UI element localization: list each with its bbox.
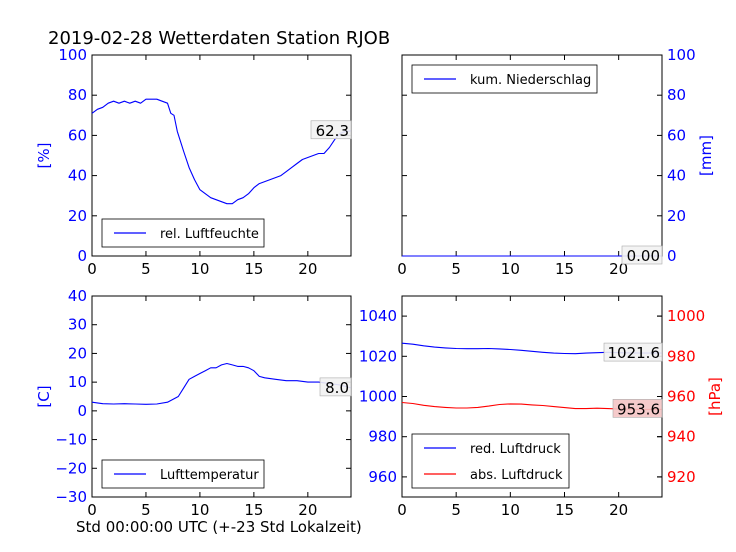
legend-box	[411, 433, 570, 489]
x-tick-label: 20	[298, 501, 317, 519]
y-tick-label: 0	[77, 247, 87, 265]
y-axis-label: [%]	[35, 143, 53, 169]
plot-frame	[91, 54, 352, 257]
y-tick-label: 80	[667, 86, 686, 104]
figure-title: 2019-02-28 Wetterdaten Station RJOB	[48, 28, 390, 49]
value-label: 8.0	[325, 379, 349, 397]
y-tick-label: 40	[68, 167, 87, 185]
y-tick-label: 0	[77, 402, 87, 420]
y-tick-label: 40	[667, 167, 686, 185]
y-tick-label: 10	[68, 373, 87, 391]
y-tick-label: 1020	[359, 347, 397, 365]
x-tick-label: 20	[609, 260, 628, 278]
panel-humidity: 0 5 10 15 20 0 20 40 60 80 100 [%] 62.3 rel. Luftfeuc…	[35, 46, 352, 278]
y-axis-label-right: [hPa]	[706, 377, 724, 416]
x-tick-label: 5	[141, 260, 151, 278]
x-tick-label: 0	[397, 260, 407, 278]
series-line	[91, 98, 352, 205]
x-tick-label: 0	[87, 260, 97, 278]
y-tick-label: 0	[667, 247, 677, 265]
value-label-box	[621, 245, 663, 265]
y-tick-label: 960	[368, 468, 397, 486]
value-label: 1021.6	[608, 344, 661, 362]
x-tick-label: 10	[190, 260, 209, 278]
series-line	[91, 362, 352, 405]
y-tick-label: 40	[68, 287, 87, 305]
y-tick-label: −10	[55, 431, 87, 449]
x-tick-label: 20	[609, 501, 628, 519]
y-tick-label-right: 960	[667, 388, 696, 406]
y-tick-label: −30	[55, 488, 87, 506]
x-tick-label: 15	[244, 501, 263, 519]
y-tick-label: 80	[68, 86, 87, 104]
panel-precipitation: 0 5 10 15 20 0 20 40 60 80 100 [mm] 0.00 kum. Nieders…	[397, 46, 715, 278]
y-axis-label: [mm]	[697, 135, 715, 176]
x-tick-label: 15	[555, 260, 574, 278]
legend-label: rel. Luftfeuchte	[160, 227, 259, 242]
legend-label: abs. Luftdruck	[470, 468, 563, 483]
y-tick-label: 60	[68, 126, 87, 144]
x-tick-label: 10	[501, 260, 520, 278]
value-label: 0.00	[627, 247, 660, 265]
x-tick-label: 15	[244, 260, 263, 278]
x-tick-label: 5	[451, 501, 461, 519]
legend-label: red. Luftdruck	[470, 442, 561, 457]
legend-label: Lufttemperatur	[160, 468, 259, 483]
x-tick-label: 5	[451, 260, 461, 278]
value-label-box	[310, 120, 352, 140]
y-tick-label: 20	[667, 207, 686, 225]
y-tick-label: 20	[68, 344, 87, 362]
x-tick-label: 10	[501, 501, 520, 519]
y-tick-label: 980	[368, 428, 397, 446]
y-tick-label: 30	[68, 316, 87, 334]
x-tick-label: 15	[555, 501, 574, 519]
value-label-box	[612, 399, 663, 418]
x-tick-label: 5	[141, 501, 151, 519]
y-tick-label-right: 920	[667, 468, 696, 486]
y-tick-label: 1040	[359, 307, 397, 325]
y-tick-label: 60	[667, 126, 686, 144]
figure-xlabel: Std 00:00:00 UTC (+-23 Std Lokalzeit)	[76, 518, 362, 536]
y-tick-label: 1000	[359, 388, 397, 406]
panel-temperature: 0 5 10 15 20 −30 −20 −10 0 10 20 30 40 [C] 8.0 Lufttemp…	[35, 287, 352, 519]
y-tick-label: 100	[58, 46, 87, 64]
y-tick-label: −20	[55, 459, 87, 477]
value-label: 62.3	[316, 122, 349, 140]
x-tick-label: 20	[298, 260, 317, 278]
plot-frame	[91, 295, 352, 498]
y-tick-label-right: 940	[667, 428, 696, 446]
y-axis-label: [C]	[35, 385, 53, 407]
legend-label: kum. Niederschlag	[470, 73, 591, 88]
x-tick-label: 10	[190, 501, 209, 519]
value-label: 953.6	[617, 400, 660, 418]
y-tick-label: 100	[667, 46, 696, 64]
y-tick-label-right: 980	[667, 347, 696, 365]
y-tick-label-right: 1000	[667, 307, 705, 325]
x-tick-label: 0	[397, 501, 407, 519]
y-tick-label: 20	[68, 207, 87, 225]
value-label-box	[319, 377, 352, 397]
x-tick-label: 0	[87, 501, 97, 519]
value-label-box	[603, 342, 663, 362]
panel-pressure: 0 5 10 15 20 960 980 1000 1020 1040 920 940 960 980 10…	[359, 295, 724, 519]
